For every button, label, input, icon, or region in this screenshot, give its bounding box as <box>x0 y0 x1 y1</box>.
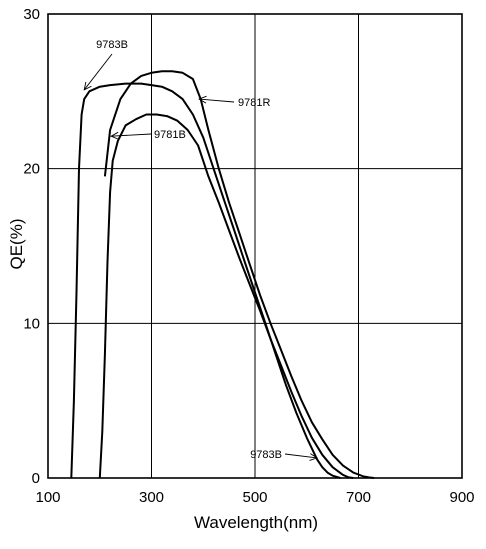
annotation-arrow <box>284 453 318 459</box>
tick-labels: 100 300 500 700 900 0 10 20 30 <box>23 6 474 506</box>
x-tick-label: 900 <box>449 489 474 506</box>
arrowhead <box>83 81 92 91</box>
y-tick-label: 10 <box>23 315 40 332</box>
annotation-9781b: 9781B <box>110 129 186 141</box>
annotation-arrow <box>83 53 113 91</box>
annotation-9783b: 9783B <box>83 39 128 91</box>
x-tick-label: 500 <box>242 489 267 506</box>
x-tick-label: 300 <box>139 489 164 506</box>
annotation-arrow <box>111 133 152 137</box>
annotations: 9783B 9781B 9781R 9783B <box>83 39 319 461</box>
x-tick-label: 700 <box>346 489 371 506</box>
series-line-9781r <box>103 70 375 479</box>
annotation-label: 9781B <box>154 129 186 141</box>
series-lines <box>70 70 375 479</box>
series-line-9783b <box>70 82 341 479</box>
y-tick-label: 0 <box>32 470 40 487</box>
arrowhead <box>110 131 119 140</box>
annotation-label: 9783B <box>96 39 128 51</box>
x-axis-title: Wavelength(nm) <box>194 513 318 532</box>
y-axis-title: QE(%) <box>7 219 26 270</box>
arrowhead <box>198 95 207 104</box>
x-tick-label: 100 <box>35 489 60 506</box>
arrowhead <box>309 453 319 461</box>
y-tick-label: 30 <box>23 6 40 23</box>
annotation-arrow <box>199 98 235 103</box>
grid <box>47 13 463 479</box>
series-line-9781b <box>98 113 354 479</box>
annotation-label: 9783B <box>250 449 282 461</box>
y-tick-label: 20 <box>23 161 40 178</box>
annotation-label: 9781R <box>238 97 270 109</box>
annotation-9781r: 9781R <box>198 95 270 109</box>
annotation-9783b: 9783B <box>250 449 319 461</box>
